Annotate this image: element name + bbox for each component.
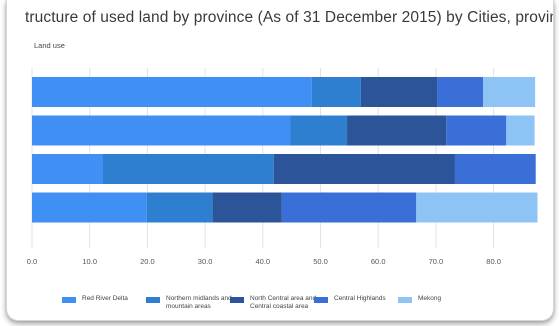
legend-item[interactable]: Northern midlands and mountain areas	[146, 295, 236, 311]
chart-bars	[32, 77, 538, 223]
x-tick-label: 0.0	[27, 257, 37, 266]
x-tick-label: 50.0	[313, 257, 328, 266]
bar-segment-row4-series4[interactable]	[281, 192, 417, 223]
bar-segment-row4-series5[interactable]	[416, 192, 538, 223]
legend-label: North Central area and Central coastal a…	[250, 295, 317, 310]
legend-swatch	[314, 297, 328, 303]
bar-segment-row3-series3[interactable]	[273, 154, 455, 184]
legend-item[interactable]: Red River Delta	[62, 295, 152, 303]
bar-segment-row2-series5[interactable]	[506, 115, 535, 146]
bar-segment-row4-series2[interactable]	[146, 192, 213, 223]
bar-segment-row1-series2[interactable]	[311, 77, 361, 107]
chart-plot: 0.0 10.0 20.0 30.0 40.0 50.0 60.0 70.0 80.0	[27, 68, 538, 266]
y-axis-label: Land use	[34, 41, 65, 50]
bar-segment-row2-series4[interactable]	[446, 115, 507, 146]
bar-segment-row4-series1[interactable]	[32, 192, 147, 223]
bar-segment-row1-series3[interactable]	[360, 77, 438, 107]
bar-segment-row3-series1[interactable]	[32, 154, 103, 184]
bar-segment-row1-series5[interactable]	[483, 77, 536, 107]
x-tick-label: 60.0	[371, 257, 386, 266]
x-tick-label: 70.0	[429, 257, 444, 266]
x-tick-label: 10.0	[82, 257, 97, 266]
bar-segment-row1-series4[interactable]	[437, 77, 484, 107]
legend-swatch	[62, 297, 76, 303]
bar-segment-row2-series1[interactable]	[32, 115, 291, 146]
legend-item[interactable]: Mekong	[398, 295, 478, 303]
legend-swatch	[230, 297, 244, 303]
chart-title: tructure of used land by province (As of…	[25, 9, 553, 26]
x-tick-label: 80.0	[486, 257, 501, 266]
bar-segment-row3-series4[interactable]	[454, 154, 536, 184]
bar-segment-row1-series1[interactable]	[32, 77, 312, 107]
legend-item[interactable]: Central Highlands	[314, 295, 404, 303]
legend-label: Northern midlands and mountain areas	[166, 295, 232, 310]
legend-label: Mekong	[418, 295, 442, 302]
chart-ticks: 0.0 10.0 20.0 30.0 40.0 50.0 60.0 70.0 80.0	[27, 257, 501, 266]
x-tick-label: 30.0	[198, 257, 213, 266]
x-tick-label: 20.0	[140, 257, 155, 266]
legend-label: Red River Delta	[82, 295, 128, 302]
bar-segment-row3-series2[interactable]	[102, 154, 274, 184]
x-tick-label: 40.0	[255, 257, 270, 266]
legend-item[interactable]: North Central area and Central coastal a…	[230, 295, 320, 311]
bar-segment-row2-series3[interactable]	[347, 115, 447, 146]
bar-segment-row4-series3[interactable]	[212, 192, 282, 223]
legend-swatch	[398, 297, 412, 303]
legend-label: Central Highlands	[334, 295, 386, 302]
legend-swatch	[146, 297, 160, 303]
bar-segment-row2-series2[interactable]	[290, 115, 348, 146]
chart-frame: tructure of used land by province (As of…	[6, 0, 554, 321]
